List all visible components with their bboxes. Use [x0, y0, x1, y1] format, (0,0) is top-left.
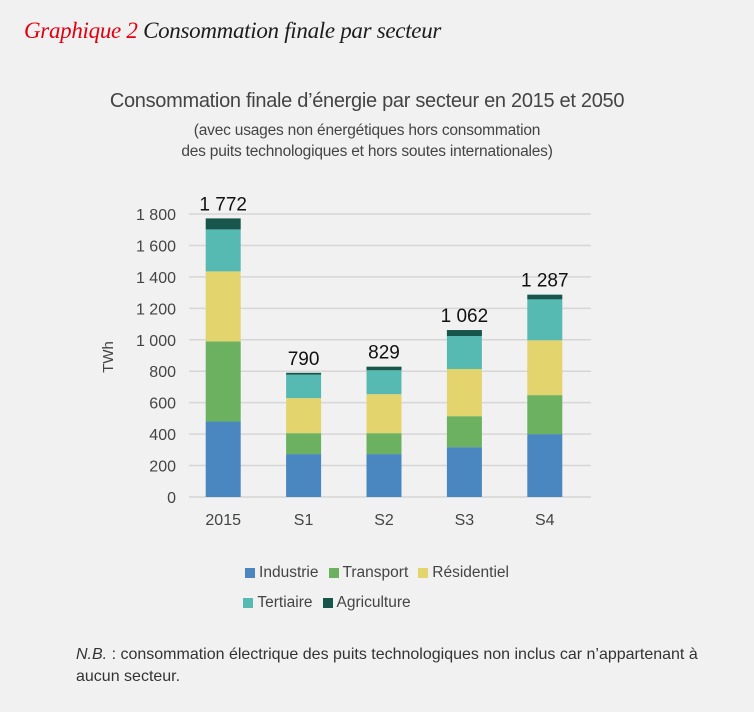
bar-segment-agriculture	[205, 218, 241, 230]
bar-segment-agriculture	[527, 294, 563, 300]
bar-segment-transport	[446, 416, 482, 448]
legend-swatch	[322, 598, 333, 608]
y-axis-ticks: 0 200 400 600 800 1 000 1 200 1 400 1 600 1 800	[136, 207, 176, 507]
legend-item-résidentiel: Résidentiel	[418, 558, 509, 588]
total-labels: 1 772 790 829 1 062 1 287	[199, 194, 568, 369]
bar-segment-résidentiel	[286, 398, 322, 434]
y-axis-label: TWh	[100, 341, 117, 373]
legend-item-tertiaire: Tertiaire	[243, 588, 313, 618]
legend-label: Agriculture	[336, 594, 411, 611]
bar-segment-tertiaire	[527, 299, 563, 341]
legend-label: Transport	[342, 564, 409, 581]
bars	[205, 218, 563, 497]
total-label: 829	[368, 343, 400, 364]
chart-subtitle-line-1: (avec usages non énergétiques hors conso…	[193, 122, 541, 139]
figure-label: Graphique 2	[24, 18, 138, 43]
x-tick-label: 2015	[205, 512, 241, 529]
y-tick-label: 1 200	[136, 301, 176, 318]
bar-stack-2015	[205, 218, 241, 497]
y-tick-label: 600	[149, 396, 176, 413]
chart-title: Consommation finale d’énergie par secteu…	[109, 90, 625, 112]
bar-segment-résidentiel	[205, 271, 241, 342]
bar-segment-transport	[527, 395, 563, 435]
bar-stack-s3	[446, 330, 482, 497]
bar-segment-transport	[205, 341, 241, 422]
figure-title: Graphique 2 Consommation finale par sect…	[24, 18, 441, 44]
bar-segment-tertiaire	[446, 336, 482, 370]
x-tick-label: S4	[535, 512, 555, 529]
total-label: 1 062	[441, 306, 489, 327]
bar-segment-tertiaire	[366, 370, 402, 395]
bar-stack-s4	[527, 294, 563, 497]
total-label: 1 287	[521, 271, 569, 292]
x-tick-label: S1	[294, 512, 314, 529]
y-tick-label: 0	[167, 490, 176, 507]
chart-subtitle-line-2: des puits technologiques et hors soutes …	[181, 143, 553, 160]
bar-segment-industrie	[446, 447, 482, 497]
bar-segment-résidentiel	[446, 369, 482, 417]
bar-segment-transport	[366, 433, 402, 455]
footnote-text: : consommation électrique des puits tech…	[76, 646, 698, 685]
x-axis-ticks: 2015 S1 S2 S3 S4	[205, 512, 554, 529]
legend: Industrie Transport Résidentiel Tertiaire A…	[0, 558, 754, 618]
bar-segment-transport	[286, 433, 322, 455]
legend-item-industrie: Industrie	[245, 558, 319, 588]
y-tick-label: 1 800	[136, 207, 176, 224]
bar-segment-agriculture	[286, 372, 322, 375]
legend-swatch	[245, 568, 256, 578]
bar-segment-tertiaire	[205, 229, 241, 272]
chart-subtitle: (avec usages non énergétiques hors conso…	[0, 120, 734, 162]
legend-label: Industrie	[259, 564, 319, 581]
legend-row: Industrie Transport Résidentiel	[0, 558, 754, 588]
bar-segment-industrie	[366, 454, 402, 497]
bar-stack-s1	[286, 372, 322, 497]
legend-item-transport: Transport	[328, 558, 409, 588]
y-tick-label: 200	[149, 459, 176, 476]
figure-caption: Consommation finale par secteur	[143, 18, 442, 43]
y-tick-label: 1 400	[136, 270, 176, 287]
total-label: 790	[288, 349, 320, 370]
bar-segment-agriculture	[446, 330, 482, 337]
y-tick-label: 400	[149, 427, 176, 444]
footnote: N.B. : consommation électrique des puits…	[76, 644, 716, 688]
legend-swatch	[243, 598, 254, 608]
bar-segment-tertiaire	[286, 374, 322, 399]
bar-segment-résidentiel	[527, 340, 563, 396]
total-label: 1 772	[199, 194, 247, 215]
legend-label: Résidentiel	[432, 564, 509, 581]
x-tick-label: S2	[374, 512, 394, 529]
bar-segment-industrie	[205, 421, 241, 497]
footnote-prefix: N.B.	[76, 646, 108, 663]
bar-stack-s2	[366, 366, 402, 497]
bar-segment-résidentiel	[366, 394, 402, 434]
y-tick-label: 1 000	[136, 333, 176, 350]
legend-swatch	[418, 568, 429, 578]
x-tick-label: S3	[455, 512, 475, 529]
legend-swatch	[328, 568, 339, 578]
bar-segment-agriculture	[366, 366, 402, 371]
legend-label: Tertiaire	[257, 594, 313, 611]
legend-item-agriculture: Agriculture	[322, 588, 411, 618]
y-tick-label: 1 600	[136, 238, 176, 255]
bar-segment-industrie	[527, 434, 563, 497]
y-tick-label: 800	[149, 364, 176, 381]
legend-row: Tertiaire Agriculture	[0, 588, 754, 618]
bar-segment-industrie	[286, 454, 322, 497]
